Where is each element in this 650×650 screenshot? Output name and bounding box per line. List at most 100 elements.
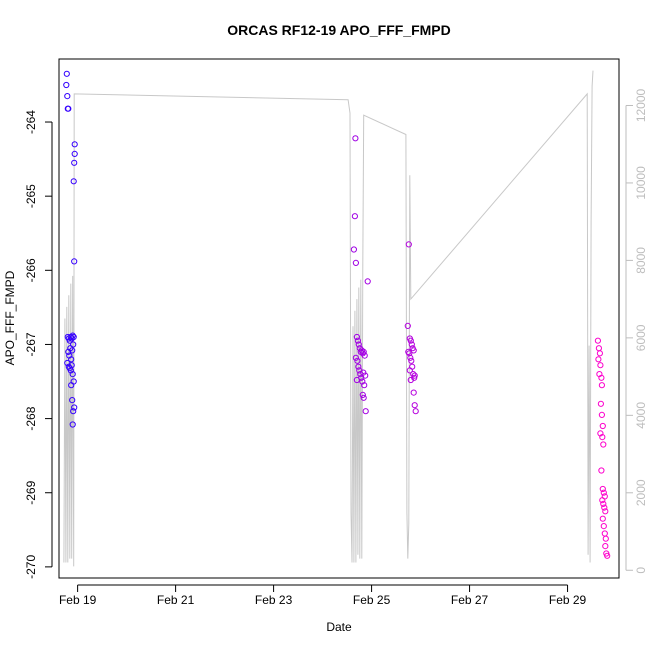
data-point <box>599 485 606 493</box>
y-tick-label: -269 <box>24 480 38 504</box>
data-point <box>353 333 360 341</box>
data-point <box>70 408 77 415</box>
x-tick-label: Feb 21 <box>157 593 195 607</box>
y-tick-label: -270 <box>24 555 38 579</box>
y-tick-label: -264 <box>24 110 38 134</box>
data-point <box>594 337 602 344</box>
data-point <box>71 258 78 265</box>
data-point <box>362 372 369 379</box>
data-point <box>405 348 412 355</box>
data-point <box>601 504 608 511</box>
data-point <box>407 376 414 384</box>
y2-tick-label: 0 <box>634 567 648 574</box>
x-axis-label: Date <box>326 620 352 634</box>
data-point <box>68 382 75 389</box>
data-point <box>352 135 359 142</box>
y-tick-label: -267 <box>24 332 38 356</box>
axes-layer: Feb 19 Feb 21 Feb 23 Feb 25 Feb 27 Feb 29 -270… <box>24 88 648 607</box>
data-point <box>68 356 75 363</box>
y2-tick-label: 8000 <box>634 247 648 274</box>
data-point <box>71 159 78 166</box>
data-point <box>71 150 78 157</box>
data-point <box>354 357 361 364</box>
data-point <box>362 408 369 415</box>
data-point <box>364 278 371 285</box>
data-point <box>360 348 367 355</box>
data-point <box>69 421 76 428</box>
data-point <box>408 357 415 364</box>
data-point <box>65 105 72 112</box>
data-point <box>595 356 602 363</box>
data-point <box>351 213 358 220</box>
x-tick-label: Feb 23 <box>255 593 293 607</box>
data-point <box>410 347 417 354</box>
data-point <box>407 337 414 344</box>
data-point <box>598 411 606 418</box>
x-tick-label: Feb 25 <box>353 593 391 607</box>
data-point <box>70 178 77 185</box>
data-point <box>69 397 76 404</box>
y-tick-label: -268 <box>24 406 38 430</box>
data-point <box>71 404 78 411</box>
data-point <box>64 93 71 100</box>
y2-tick-label: 10000 <box>634 166 648 200</box>
data-point <box>598 374 605 381</box>
data-point <box>602 508 609 515</box>
data-point <box>361 352 368 359</box>
data-point <box>68 362 75 369</box>
data-point <box>601 530 608 537</box>
x-tick-label: Feb 27 <box>451 593 489 607</box>
data-point <box>359 391 366 398</box>
data-point <box>600 441 607 448</box>
data-point <box>350 246 357 253</box>
data-point <box>70 333 77 341</box>
y2-tick-label: 4000 <box>634 402 648 429</box>
data-point <box>599 515 606 522</box>
data-point <box>404 322 411 329</box>
data-point <box>411 402 418 409</box>
data-point <box>63 81 70 89</box>
data-point <box>411 372 418 379</box>
data-point <box>353 376 360 384</box>
x-tick-label: Feb 19 <box>59 593 97 607</box>
data-point <box>597 362 604 369</box>
data-point <box>405 241 412 248</box>
data-point <box>600 523 607 530</box>
data-point <box>600 500 607 507</box>
data-point <box>352 354 359 361</box>
data-point <box>71 141 78 148</box>
y2-tick-label: 6000 <box>634 324 648 351</box>
data-point <box>596 350 604 357</box>
data-point <box>410 389 417 396</box>
data-point <box>360 394 367 401</box>
y2-tick-label: 12000 <box>634 88 648 122</box>
data-point <box>355 341 362 348</box>
data-point <box>352 259 359 266</box>
data-point <box>598 467 605 474</box>
data-point <box>354 337 361 344</box>
y-axis-label: APO_FFF_FMPD <box>3 270 17 365</box>
data-point <box>355 363 362 370</box>
data-point <box>602 543 609 550</box>
data-point <box>600 489 607 496</box>
data-point <box>604 552 611 559</box>
data-point <box>69 347 76 354</box>
data-point <box>408 341 415 348</box>
chart-title: ORCAS RF12-19 APO_FFF_FMPD <box>227 22 451 38</box>
data-point <box>406 367 413 374</box>
data-point <box>412 408 419 415</box>
altitude-line <box>63 70 594 567</box>
data-point <box>70 341 77 348</box>
plot-frame <box>58 58 620 579</box>
data-point <box>63 70 70 77</box>
data-point <box>69 332 76 339</box>
data-point <box>597 400 605 407</box>
points-layer <box>63 70 611 559</box>
y-tick-label: -266 <box>24 258 38 282</box>
y2-tick-label: 2000 <box>634 479 648 506</box>
data-point <box>599 422 606 430</box>
data-point <box>406 350 413 357</box>
data-point <box>407 354 414 361</box>
data-point <box>602 535 609 542</box>
